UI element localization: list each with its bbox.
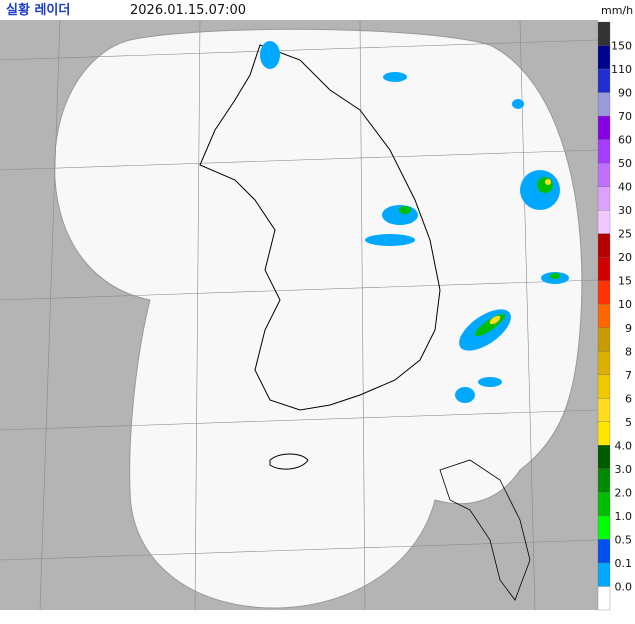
legend-label: 1.0 [615, 510, 633, 523]
japan-outline [439, 459, 531, 601]
legend-label: 0.0 [615, 580, 633, 593]
legend-swatch [597, 374, 611, 399]
legend-label: 15 [618, 275, 632, 288]
legend-swatch [597, 21, 611, 46]
legend-label: 110 [611, 63, 632, 76]
legend-label: 10 [618, 298, 632, 311]
legend-label: 8 [625, 345, 632, 358]
legend-label: 3.0 [615, 463, 633, 476]
legend-swatch [597, 586, 611, 611]
legend-label: 6 [625, 392, 632, 405]
legend-swatch [597, 539, 611, 564]
radar-coverage [54, 28, 583, 609]
legend-swatch [597, 115, 611, 140]
legend-label: 25 [618, 228, 632, 241]
echoes [260, 41, 569, 403]
legend-swatch [597, 398, 611, 422]
peninsula-outline [199, 44, 441, 411]
legend-swatch [597, 280, 611, 305]
legend-label: 9 [625, 322, 632, 335]
legend-label: 2.0 [615, 486, 633, 499]
grid [0, 19, 599, 611]
legend-swatch [597, 45, 611, 70]
legend-label: 40 [618, 181, 632, 194]
legend-label: 20 [618, 251, 632, 264]
legend-label: 0.5 [615, 533, 633, 546]
legend-label: 90 [618, 87, 632, 100]
legend-swatch [597, 492, 611, 517]
legend-label: 4.0 [615, 439, 633, 452]
legend-swatch [597, 186, 611, 211]
legend-swatch [597, 210, 611, 234]
legend-label: 30 [618, 204, 632, 217]
title: 실황 레이더 [6, 2, 70, 18]
legend-swatch [597, 515, 611, 540]
legend-label: 150 [611, 40, 632, 53]
legend-swatch [597, 562, 611, 587]
legend-label: 0.1 [615, 557, 633, 570]
legend-swatch [597, 421, 611, 446]
legend: 150 110 90 70 60 50 40 30 25 20 15 10 9 8 7 6 5 4.0 3.0 2.0… [597, 21, 633, 611]
header-bar [0, 0, 635, 20]
legend-label: 5 [625, 416, 632, 429]
legend-swatch [597, 68, 611, 93]
legend-swatch [597, 139, 611, 164]
map [0, 19, 599, 611]
legend-swatch [597, 233, 611, 258]
legend-swatch [597, 257, 611, 281]
legend-swatch [597, 92, 611, 117]
jeju-outline [269, 453, 309, 470]
legend-label: 7 [625, 369, 632, 382]
legend-swatch [597, 327, 611, 352]
legend-label: 70 [618, 110, 632, 123]
legend-swatch [597, 304, 611, 328]
legend-swatch [597, 351, 611, 375]
timestamp: 2026.01.15.07:00 [130, 3, 246, 18]
legend-swatch [597, 162, 611, 187]
legend-swatch [597, 468, 611, 493]
legend-label: 60 [618, 134, 632, 147]
legend-swatch [597, 445, 611, 470]
legend-label: 50 [618, 157, 632, 170]
unit: mm/h [601, 4, 633, 17]
